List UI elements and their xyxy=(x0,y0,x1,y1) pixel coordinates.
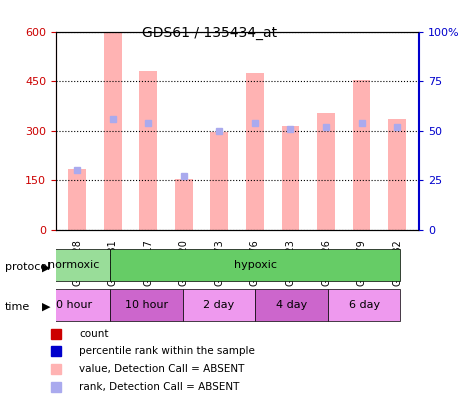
Bar xyxy=(68,169,86,230)
Bar xyxy=(317,112,335,230)
Bar xyxy=(211,132,228,230)
Text: normoxic: normoxic xyxy=(48,260,100,270)
Bar xyxy=(104,33,121,230)
Bar xyxy=(246,73,264,230)
Bar xyxy=(175,179,193,230)
Text: 10 hour: 10 hour xyxy=(125,300,168,310)
Text: value, Detection Call = ABSENT: value, Detection Call = ABSENT xyxy=(79,364,245,374)
FancyBboxPatch shape xyxy=(255,289,328,321)
Text: hypoxic: hypoxic xyxy=(234,260,277,270)
Text: 4 day: 4 day xyxy=(276,300,307,310)
Text: rank, Detection Call = ABSENT: rank, Detection Call = ABSENT xyxy=(79,382,239,392)
Text: count: count xyxy=(79,329,108,339)
Text: percentile rank within the sample: percentile rank within the sample xyxy=(79,346,255,356)
Text: GDS61 / 135434_at: GDS61 / 135434_at xyxy=(142,26,277,40)
Text: protocol: protocol xyxy=(5,262,50,272)
FancyBboxPatch shape xyxy=(38,249,110,281)
Text: 2 day: 2 day xyxy=(203,300,235,310)
Bar xyxy=(353,80,371,230)
FancyBboxPatch shape xyxy=(110,249,400,281)
Bar xyxy=(140,71,157,230)
Text: time: time xyxy=(5,302,30,312)
Bar xyxy=(282,126,299,230)
Bar xyxy=(388,119,406,230)
FancyBboxPatch shape xyxy=(110,289,183,321)
FancyBboxPatch shape xyxy=(38,289,110,321)
Text: ▶: ▶ xyxy=(42,262,50,272)
FancyBboxPatch shape xyxy=(328,289,400,321)
Text: 6 day: 6 day xyxy=(349,300,379,310)
Text: ▶: ▶ xyxy=(42,302,50,312)
Text: 0 hour: 0 hour xyxy=(56,300,92,310)
FancyBboxPatch shape xyxy=(183,289,255,321)
